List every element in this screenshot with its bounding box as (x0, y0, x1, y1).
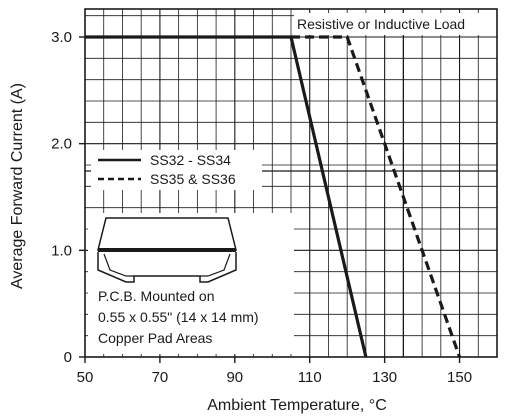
x-tick-label: 90 (226, 369, 243, 386)
x-tick-label: 150 (447, 369, 472, 386)
pcb-package-icon (97, 217, 237, 283)
pcb-note-line-1: P.C.B. Mounted on (98, 288, 214, 304)
x-tick-label: 70 (152, 369, 169, 386)
plot-frame (84, 8, 498, 358)
x-tick-label: 50 (77, 369, 94, 386)
y-tick-label: 3.0 (51, 29, 72, 46)
series-line-1 (291, 35, 462, 358)
series (85, 35, 462, 358)
pcb-inset: P.C.B. Mounted on 0.55 x 0.55" (14 x 14 … (88, 213, 294, 354)
y-tick-label: 0 (64, 349, 72, 366)
load-note-box: Resistive or Inductive Load (294, 13, 498, 35)
y-axis-ticks: 0 1.0 2.0 3.0 (51, 29, 85, 366)
pcb-note-line-3: Copper Pad Areas (98, 330, 212, 346)
y-tick-label: 1.0 (51, 242, 72, 259)
load-note: Resistive or Inductive Load (297, 16, 465, 32)
legend: SS32 - SS34 SS35 & SS36 (91, 150, 262, 190)
x-axis-ticks: 50 70 90 110 130 150 (77, 357, 472, 386)
x-tick-label: 110 (298, 369, 322, 386)
legend-label-ss35-ss36: SS35 & SS36 (150, 171, 236, 187)
y-axis-label: Average Forward Current (A) (9, 83, 26, 289)
y-tick-label: 2.0 (51, 136, 72, 153)
pcb-note-line-2: 0.55 x 0.55" (14 x 14 mm) (98, 309, 259, 325)
x-axis-label: Ambient Temperature, °C (207, 397, 387, 414)
x-tick-label: 130 (372, 369, 397, 386)
legend-label-ss32-ss34: SS32 - SS34 (150, 152, 231, 168)
